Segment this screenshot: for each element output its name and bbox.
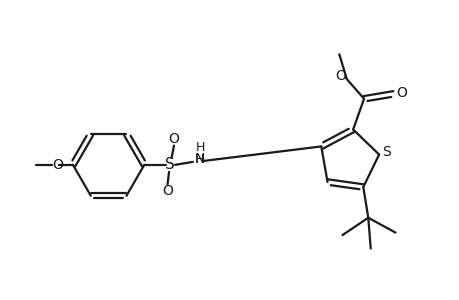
Text: O: O bbox=[162, 184, 173, 198]
Text: O: O bbox=[395, 86, 406, 100]
Text: H: H bbox=[195, 140, 205, 154]
Text: O: O bbox=[52, 158, 63, 172]
Text: S: S bbox=[165, 158, 174, 172]
Text: H: H bbox=[195, 153, 204, 167]
Text: N: N bbox=[195, 152, 205, 167]
Text: S: S bbox=[381, 145, 390, 159]
Text: O: O bbox=[168, 132, 179, 145]
Text: O: O bbox=[334, 70, 345, 83]
